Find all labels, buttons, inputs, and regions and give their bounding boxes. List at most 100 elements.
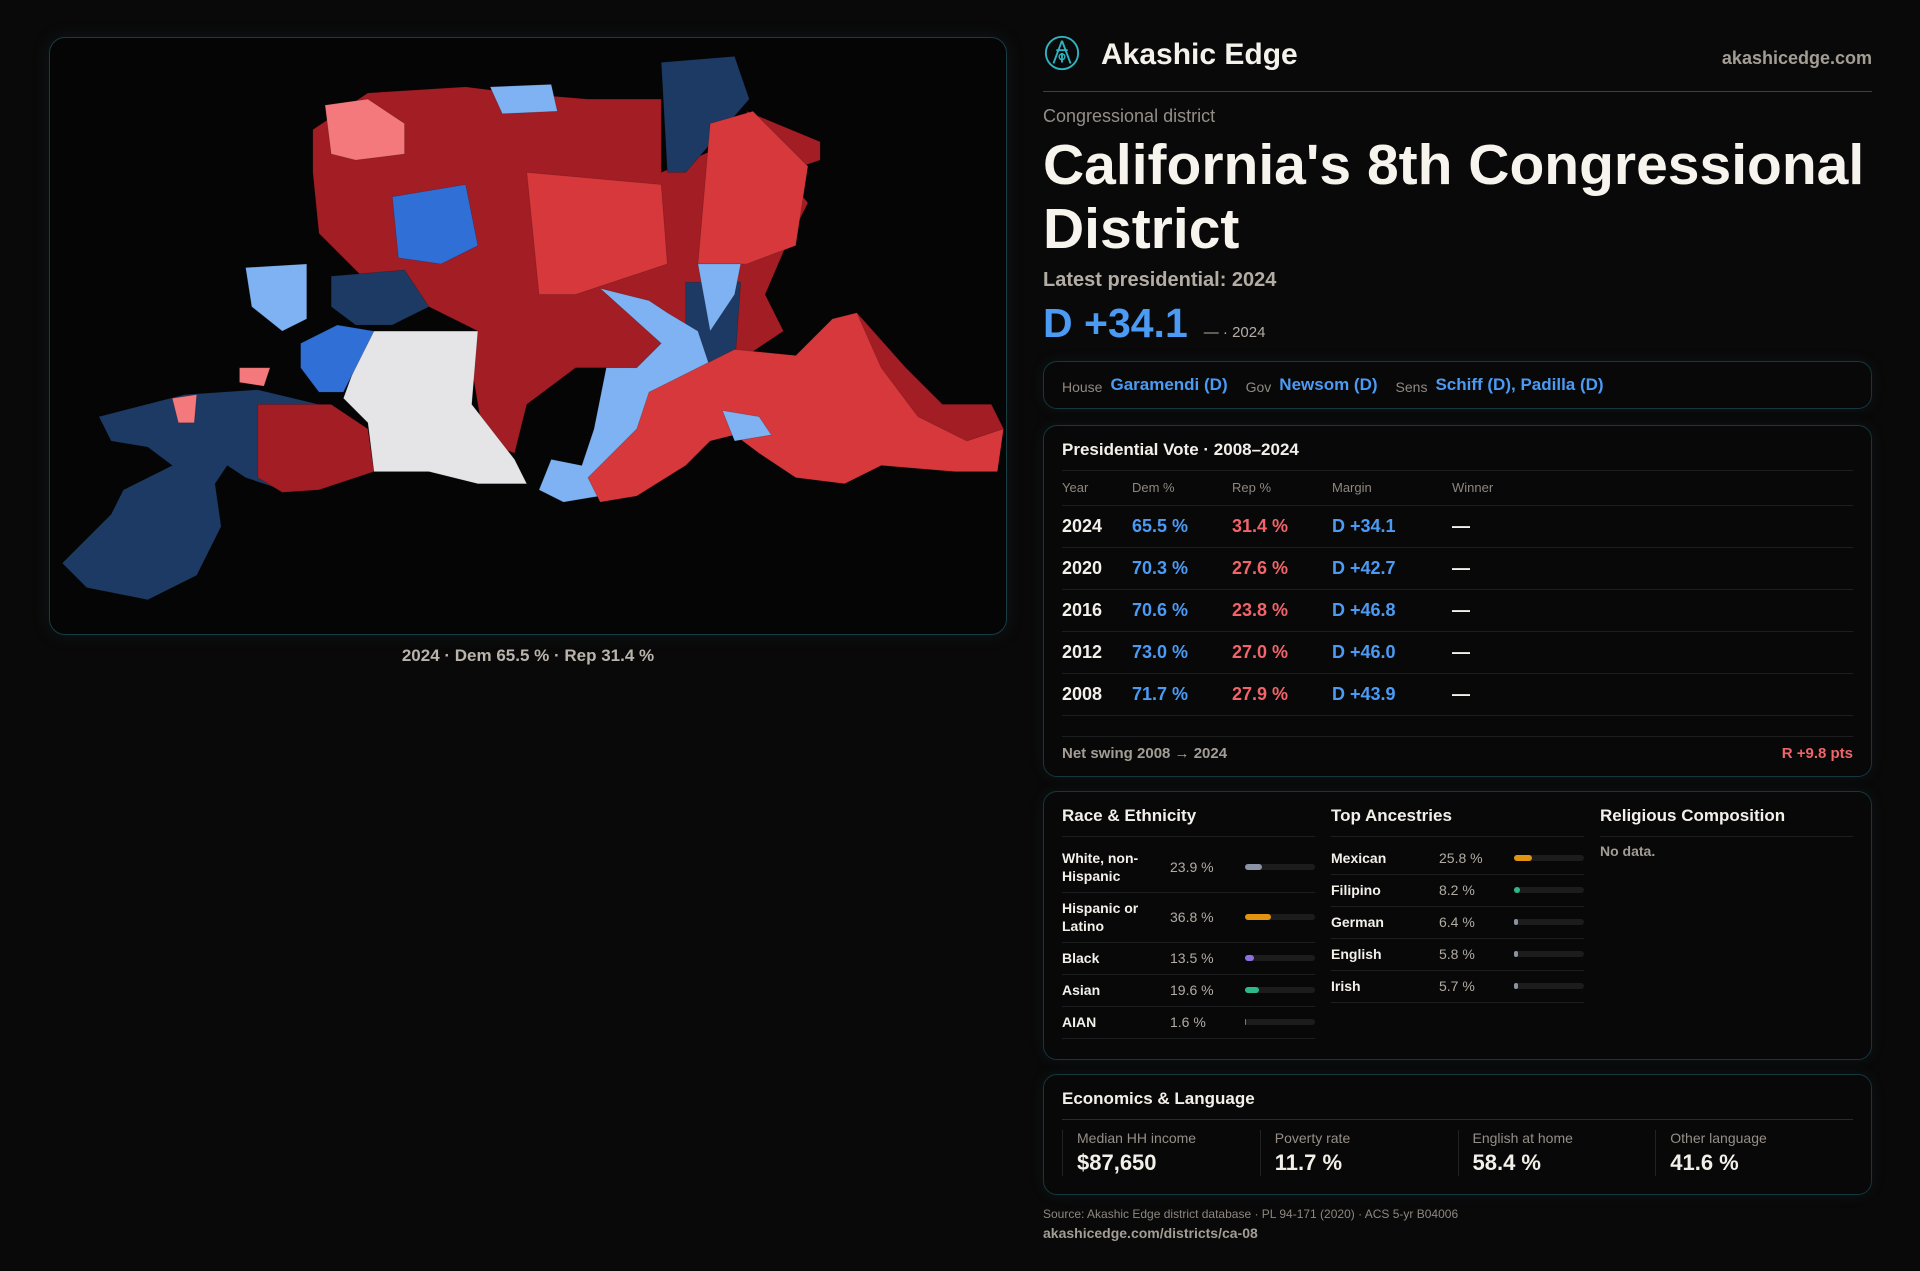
net-swing-label: Net swing 2008 → 2024 <box>1062 744 1228 762</box>
cell-dem: 73.0 % <box>1132 631 1232 674</box>
ancestry-section: Top Ancestries Mexican 25.8 % Filipino 8… <box>1331 806 1584 1039</box>
cell-margin: D +42.7 <box>1332 547 1452 590</box>
precinct-lean-d[interactable] <box>538 288 711 503</box>
cell-year: 2008 <box>1062 673 1132 716</box>
ancestry-row: German 6.4 % <box>1331 907 1584 939</box>
cell-margin: D +46.8 <box>1332 589 1452 632</box>
cell-year: 2020 <box>1062 547 1132 590</box>
race-bar <box>1245 955 1315 961</box>
precinct-likely-d[interactable] <box>300 324 375 393</box>
page-title: California's 8th Congressional District <box>1043 133 1865 261</box>
religion-title: Religious Composition <box>1600 806 1853 837</box>
cell-rep: 23.8 % <box>1232 589 1332 632</box>
ancestry-bar <box>1514 951 1584 957</box>
race-row: AIAN 1.6 % <box>1062 1007 1315 1039</box>
presidential-vote-card: Presidential Vote · 2008–2024 Year Dem %… <box>1043 425 1872 777</box>
governor-link[interactable]: Newsom (D) <box>1279 375 1378 394</box>
ancestry-bar <box>1514 855 1584 861</box>
cell-margin: D +34.1 <box>1332 505 1452 548</box>
col-margin: Margin <box>1332 471 1452 506</box>
map-caption: 2024 · Dem 65.5 % · Rep 31.4 % <box>401 646 655 665</box>
compass-figure-logo-icon[interactable] <box>1043 34 1081 72</box>
religion-empty: No data. <box>1600 842 1656 859</box>
demographics-card: Race & Ethnicity White, non-Hispanic 23.… <box>1043 790 1872 1060</box>
site-domain-link[interactable]: akashicedge.com <box>1721 48 1872 68</box>
race-bar-fill <box>1245 1019 1247 1025</box>
cell-year: 2012 <box>1062 631 1132 674</box>
cell-rep: 27.0 % <box>1232 631 1332 674</box>
senators-link[interactable]: Schiff (D), Padilla (D) <box>1435 375 1604 394</box>
precinct-lean-r[interactable] <box>324 98 405 161</box>
race-bar-fill <box>1245 955 1255 961</box>
officials-bar: House Garamendi (D) Gov Newsom (D) Sens … <box>1043 361 1872 409</box>
cell-margin: D +43.9 <box>1332 673 1452 716</box>
precinct-lean-r[interactable] <box>171 394 198 424</box>
cell-winner: — <box>1452 505 1853 548</box>
precinct-no-data[interactable] <box>342 330 528 485</box>
ancestry-bar <box>1514 887 1584 893</box>
precinct-lean-d[interactable] <box>489 84 558 115</box>
district-panel: Akashic Edge akashicedge.com Congression… <box>1043 34 1872 1271</box>
precinct-safe-d[interactable] <box>330 269 430 326</box>
race-label: AIAN <box>1062 1014 1097 1030</box>
ancestry-bar-fill <box>1514 919 1519 925</box>
cell-winner: — <box>1452 589 1853 632</box>
race-section: Race & Ethnicity White, non-Hispanic 23.… <box>1062 806 1315 1039</box>
precinct-lean-d[interactable] <box>245 263 308 332</box>
precinct-safe-r[interactable] <box>257 404 375 493</box>
house-rep-link[interactable]: Garamendi (D) <box>1110 375 1228 394</box>
precinct-lean-d[interactable] <box>721 410 772 442</box>
precinct-map-svg[interactable] <box>50 38 1006 634</box>
net-swing: Net swing 2008 → 2024 R +9.8 pts <box>1062 735 1853 762</box>
ancestry-label: Filipino <box>1331 882 1381 898</box>
table-row: 2008 71.7 % 27.9 % D +43.9— <box>1062 673 1853 716</box>
race-row: Asian 19.6 % <box>1062 975 1315 1007</box>
table-row: 2020 70.3 % 27.6 % D +42.7— <box>1062 547 1853 590</box>
col-dem: Dem % <box>1132 471 1232 506</box>
district-kind: Congressional district <box>1043 106 1216 126</box>
econ-value: $87,650 <box>1077 1149 1157 1175</box>
econ-median-income: Median HH income $87,650 <box>1062 1129 1260 1176</box>
race-bar <box>1245 864 1315 870</box>
precinct-likely-r[interactable] <box>587 312 1004 503</box>
race-pct: 19.6 % <box>1170 982 1214 998</box>
cell-dem: 71.7 % <box>1132 673 1232 716</box>
cell-winner: — <box>1452 673 1853 716</box>
table-row: 2012 73.0 % 27.0 % D +46.0— <box>1062 631 1853 674</box>
econ-label: Poverty rate <box>1274 1129 1351 1146</box>
cell-rep: 27.9 % <box>1232 673 1332 716</box>
precinct-lean-d[interactable] <box>697 263 742 333</box>
econ-poverty: Poverty rate 11.7 % <box>1259 1129 1458 1176</box>
cell-winner: — <box>1452 547 1853 590</box>
religion-section: Religious Composition No data. <box>1600 806 1853 1039</box>
gov-label: Gov <box>1245 379 1272 395</box>
cell-rep: 27.6 % <box>1232 547 1332 590</box>
precinct-likely-d[interactable] <box>391 184 479 265</box>
race-bar-fill <box>1245 864 1262 870</box>
table-row: 2024 65.5 % 31.4 % D +34.1— <box>1062 505 1853 548</box>
ancestry-bar-fill <box>1514 951 1519 957</box>
district-map[interactable] <box>49 37 1007 635</box>
race-label: Hispanic or Latino <box>1062 900 1139 934</box>
brand-name[interactable]: Akashic Edge <box>1101 38 1298 71</box>
ancestry-label: Irish <box>1331 978 1361 994</box>
econ-value: 58.4 % <box>1472 1149 1542 1175</box>
race-bar-fill <box>1245 914 1271 920</box>
precinct-safe-r[interactable] <box>856 312 1005 442</box>
cell-margin: D +46.0 <box>1332 631 1452 674</box>
ancestry-title: Top Ancestries <box>1331 806 1584 837</box>
precinct-lean-r[interactable] <box>239 367 271 387</box>
economics-card: Economics & Language Median HH income $87… <box>1043 1073 1872 1195</box>
col-year: Year <box>1062 471 1132 506</box>
econ-label: English at home <box>1472 1129 1573 1146</box>
econ-other-language: Other language 41.6 % <box>1655 1129 1853 1176</box>
economics-title: Economics & Language <box>1062 1089 1853 1120</box>
econ-value: 11.7 % <box>1274 1149 1343 1175</box>
ancestry-pct: 8.2 % <box>1439 882 1475 898</box>
source-url-link[interactable]: akashicedge.com/districts/ca-08 <box>1043 1224 1258 1241</box>
race-pct: 36.8 % <box>1170 909 1214 925</box>
precinct-likely-r[interactable] <box>526 171 668 295</box>
race-row: Black 13.5 % <box>1062 943 1315 975</box>
race-pct: 23.9 % <box>1170 859 1214 875</box>
race-title: Race & Ethnicity <box>1062 806 1315 837</box>
